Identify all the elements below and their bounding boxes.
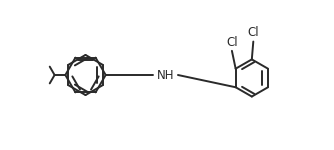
Text: Cl: Cl: [226, 36, 238, 49]
Text: NH: NH: [157, 69, 174, 81]
Text: Cl: Cl: [247, 26, 259, 39]
